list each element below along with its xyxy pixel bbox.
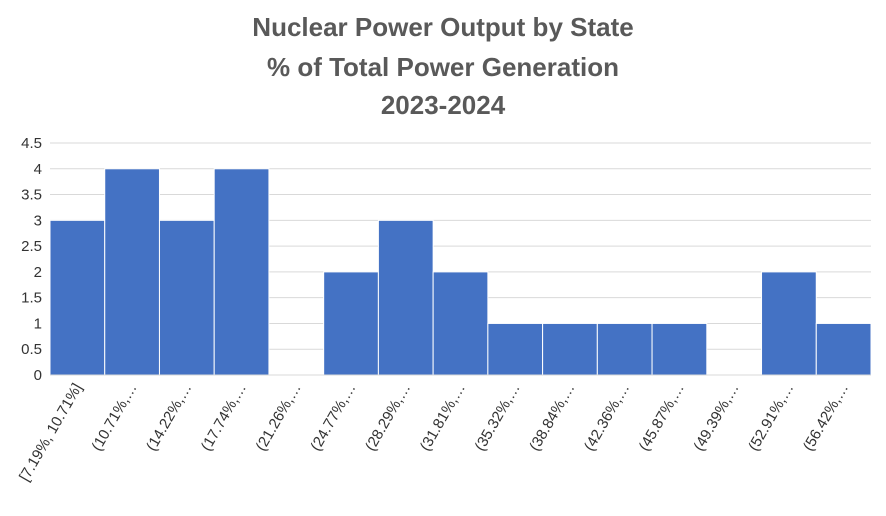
x-tick-label: (56.42%,…	[800, 381, 852, 454]
bar	[104, 168, 160, 376]
y-tick-label: 4.5	[21, 135, 42, 152]
x-tick-label: (49.39%,…	[690, 381, 742, 454]
bar	[323, 271, 379, 376]
y-tick-label: 3	[34, 212, 42, 229]
bar	[761, 271, 817, 376]
y-tick-label: 1	[34, 315, 42, 332]
bars	[49, 168, 872, 376]
chart-title-line-1: Nuclear Power Output by State	[252, 12, 633, 42]
x-axis-category-labels: [7.19%, 10.71%] (10.71%,… (14.22%,… (17.74%…	[16, 381, 852, 485]
bar	[596, 322, 653, 376]
chart-title-line-3: 2023-2024	[381, 90, 506, 120]
bar	[815, 322, 872, 376]
y-tick-label: 0	[34, 367, 42, 384]
y-axis-tick-labels: 0 0.5 1 1.5 2 2.5 3 3.5 4 4.5	[21, 135, 42, 384]
y-tick-label: 3.5	[21, 187, 42, 204]
x-tick-label: (28.29%,…	[362, 381, 414, 454]
x-tick-label: (14.22%,…	[143, 381, 195, 454]
bar	[432, 271, 489, 376]
bar	[377, 219, 434, 376]
chart-title-line-2: % of Total Power Generation	[267, 52, 619, 82]
y-tick-label: 2.5	[21, 238, 42, 255]
x-tick-label: (24.77%,…	[307, 381, 359, 454]
y-tick-label: 2	[34, 264, 42, 281]
x-tick-label: (31.81%,…	[417, 381, 469, 454]
y-tick-label: 1.5	[21, 290, 42, 307]
bar	[651, 322, 708, 376]
chart-title: Nuclear Power Output by State % of Total…	[252, 12, 633, 120]
bar	[213, 168, 270, 376]
x-tick-label: (52.91%,…	[745, 381, 797, 454]
bar	[487, 322, 544, 376]
bar	[542, 322, 598, 376]
x-tick-label: (45.87%,…	[636, 381, 688, 454]
x-tick-label: (38.84%,…	[526, 381, 578, 454]
x-tick-label: [7.19%, 10.71%]	[16, 381, 86, 485]
bar	[158, 219, 215, 376]
bar	[49, 219, 106, 376]
x-tick-label: (21.26%,…	[253, 381, 305, 454]
y-tick-label: 4	[34, 161, 42, 178]
x-tick-label: (17.74%,…	[198, 381, 250, 454]
x-tick-label: (35.32%,…	[471, 381, 523, 454]
y-tick-label: 0.5	[21, 341, 42, 358]
x-tick-label: (10.71%,…	[88, 381, 140, 454]
x-tick-label: (42.36%,…	[581, 381, 633, 454]
